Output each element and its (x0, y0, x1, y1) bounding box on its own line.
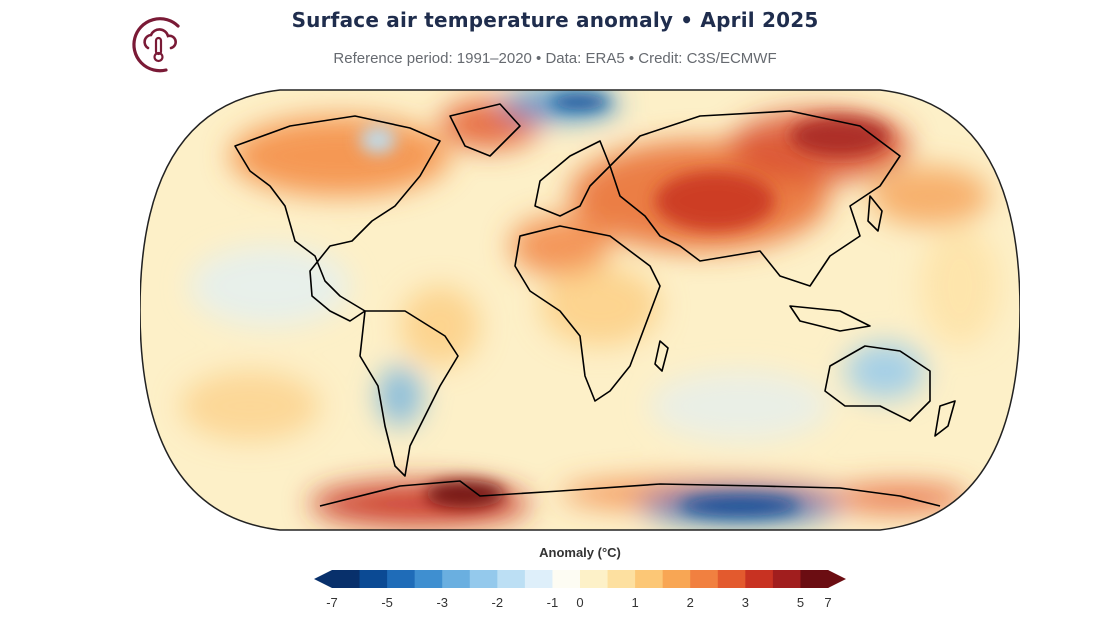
colorbar-title: Anomaly (°C) (539, 545, 621, 560)
colorbar-cell (414, 570, 443, 588)
colorbar-cell (607, 570, 636, 588)
colorbar-extend-max (828, 570, 846, 588)
colorbar-cell (524, 570, 553, 588)
colorbar-cell (387, 570, 416, 588)
colorbar-cell (772, 570, 801, 588)
colorbar-tick-label: -5 (381, 595, 393, 610)
colorbar-cell (332, 570, 361, 588)
colorbar-cell (497, 570, 526, 588)
colorbar: -7 -5 -3 -2 -1 0 1 2 3 5 7 (314, 570, 846, 610)
page-title: Surface air temperature anomaly • April … (291, 8, 819, 32)
colorbar-cell (635, 570, 664, 588)
colorbar-tick-label: 7 (824, 595, 831, 610)
colorbar-tick-label: -2 (492, 595, 504, 610)
cloud-thermometer-icon (132, 17, 180, 73)
colorbar-cell (690, 570, 719, 588)
north-america (234, 115, 441, 322)
colorbar-cell (717, 570, 746, 588)
colorbar-tick-label: 1 (631, 595, 638, 610)
new-zealand (934, 400, 956, 437)
antarctica (319, 480, 941, 507)
japan (867, 195, 883, 232)
globe-border (140, 89, 1020, 531)
colorbar-cell (745, 570, 774, 588)
africa (514, 225, 661, 402)
world-anomaly-map (140, 89, 1020, 531)
page-subtitle: Reference period: 1991–2020 • Data: ERA5… (333, 50, 777, 67)
colorbar-cell (552, 570, 581, 588)
c3s-logo (132, 17, 180, 73)
colorbar-cell (580, 570, 609, 588)
coastlines (234, 103, 956, 507)
greenland (449, 103, 521, 157)
colorbar-cell (662, 570, 691, 588)
colorbar-cell (442, 570, 471, 588)
south-america (359, 310, 459, 477)
colorbar-tick-label: -1 (547, 595, 559, 610)
colorbar-tick-label: 3 (742, 595, 749, 610)
colorbar-cell (800, 570, 829, 588)
colorbar-extend-min (314, 570, 332, 588)
colorbar-tick-label: 5 (797, 595, 804, 610)
asia (609, 110, 901, 287)
colorbar-tick-label: 2 (687, 595, 694, 610)
colorbar-cell (359, 570, 388, 588)
colorbar-tick-label: 0 (576, 595, 583, 610)
colorbar-cell (469, 570, 498, 588)
australia (824, 345, 931, 422)
indonesia (789, 305, 871, 332)
colorbar-tick-label: -3 (436, 595, 448, 610)
colorbar-tick-label: -7 (326, 595, 338, 610)
madagascar (654, 340, 669, 372)
